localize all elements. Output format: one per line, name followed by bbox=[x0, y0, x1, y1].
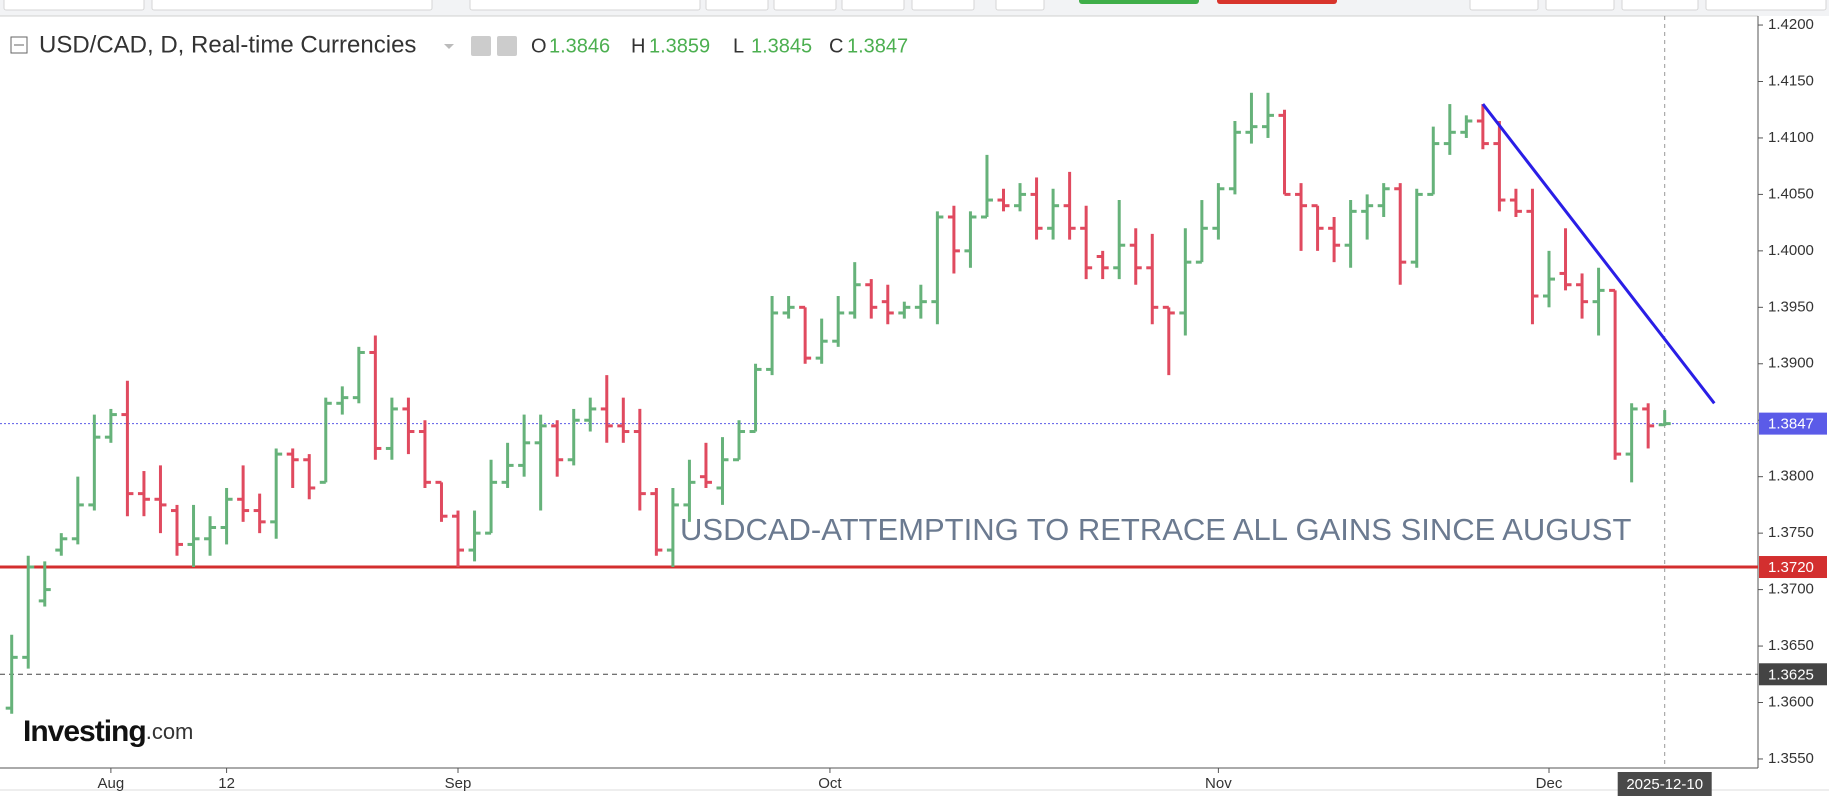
ohlc-value: 1.3859 bbox=[649, 35, 710, 57]
level-label: 1.3847 bbox=[1768, 416, 1814, 433]
ohlc-label: L bbox=[733, 35, 744, 57]
toolbar-button[interactable] bbox=[911, 0, 975, 11]
title-dropdown[interactable] bbox=[444, 44, 454, 49]
ohlc-label: H bbox=[631, 35, 645, 57]
ohlc-label: O bbox=[531, 35, 547, 57]
x-tick-label: Oct bbox=[818, 775, 842, 792]
level-label-box bbox=[1759, 556, 1827, 579]
y-tick-label: 1.3750 bbox=[1768, 524, 1814, 541]
ohlc-label: C bbox=[829, 35, 843, 57]
settings-icon[interactable] bbox=[497, 36, 517, 56]
y-tick-label: 1.3550 bbox=[1768, 750, 1814, 767]
visibility-icon[interactable] bbox=[471, 36, 491, 56]
toolbar-button[interactable] bbox=[1469, 0, 1539, 11]
x-tick-label: Dec bbox=[1536, 775, 1563, 792]
y-tick-label: 1.3800 bbox=[1768, 468, 1814, 485]
logo-main: Investing bbox=[23, 715, 146, 748]
y-tick-label: 1.3600 bbox=[1768, 693, 1814, 710]
toolbar-button[interactable] bbox=[1621, 0, 1699, 11]
annotation: USDCAD-ATTEMPTING TO RETRACE ALL GAINS S… bbox=[680, 512, 1631, 547]
chart-title: USD/CAD, D, Real-time Currencies bbox=[39, 31, 416, 58]
buy-button[interactable] bbox=[1079, 0, 1199, 4]
x-tick-label: Aug bbox=[98, 775, 125, 792]
y-tick-label: 1.3700 bbox=[1768, 581, 1814, 598]
level-label: 1.3720 bbox=[1768, 559, 1814, 576]
toolbar-button[interactable] bbox=[469, 0, 701, 11]
logo: Investing.com bbox=[23, 715, 193, 748]
x-tick-label: 12 bbox=[218, 775, 235, 792]
y-tick-label: 1.4100 bbox=[1768, 129, 1814, 146]
toolbar-button[interactable] bbox=[841, 0, 905, 11]
ohlc-value: 1.3847 bbox=[847, 35, 908, 57]
level-label-box bbox=[1759, 663, 1827, 686]
toolbar-button[interactable] bbox=[1545, 0, 1615, 11]
ohlc-value: 1.3846 bbox=[549, 35, 610, 57]
toolbar-button[interactable] bbox=[1705, 0, 1827, 11]
level-label-box bbox=[1759, 412, 1827, 435]
collapse-icon[interactable] bbox=[10, 36, 28, 54]
logo-suffix: .com bbox=[146, 719, 194, 744]
x-tick-label: Nov bbox=[1205, 775, 1232, 792]
x-tick-label: Sep bbox=[445, 775, 472, 792]
toolbar-button[interactable] bbox=[151, 0, 433, 11]
y-tick-label: 1.4150 bbox=[1768, 72, 1814, 89]
ohlc-value: 1.3845 bbox=[751, 35, 812, 57]
y-tick-label: 1.3900 bbox=[1768, 355, 1814, 372]
toolbar-button[interactable] bbox=[995, 0, 1045, 11]
y-tick-label: 1.3650 bbox=[1768, 637, 1814, 654]
sell-button[interactable] bbox=[1217, 0, 1337, 4]
date-label-box bbox=[1617, 772, 1712, 796]
ohlc-header: O 1.3846 H 1.3859 L 1.3845 C 1.3847 bbox=[531, 35, 908, 57]
toolbar-button[interactable] bbox=[3, 0, 145, 11]
trendline bbox=[1481, 103, 1716, 405]
y-tick-label: 1.4050 bbox=[1768, 185, 1814, 202]
toolbar-buttons bbox=[3, 0, 1827, 11]
date-label: 2025-12-10 bbox=[1626, 776, 1703, 793]
toolbar-button[interactable] bbox=[773, 0, 837, 11]
y-tick-label: 1.4200 bbox=[1768, 16, 1814, 33]
y-tick-label: 1.4000 bbox=[1768, 242, 1814, 259]
level-label: 1.3625 bbox=[1768, 666, 1814, 683]
toolbar-button[interactable] bbox=[705, 0, 769, 11]
y-tick-label: 1.3950 bbox=[1768, 298, 1814, 315]
